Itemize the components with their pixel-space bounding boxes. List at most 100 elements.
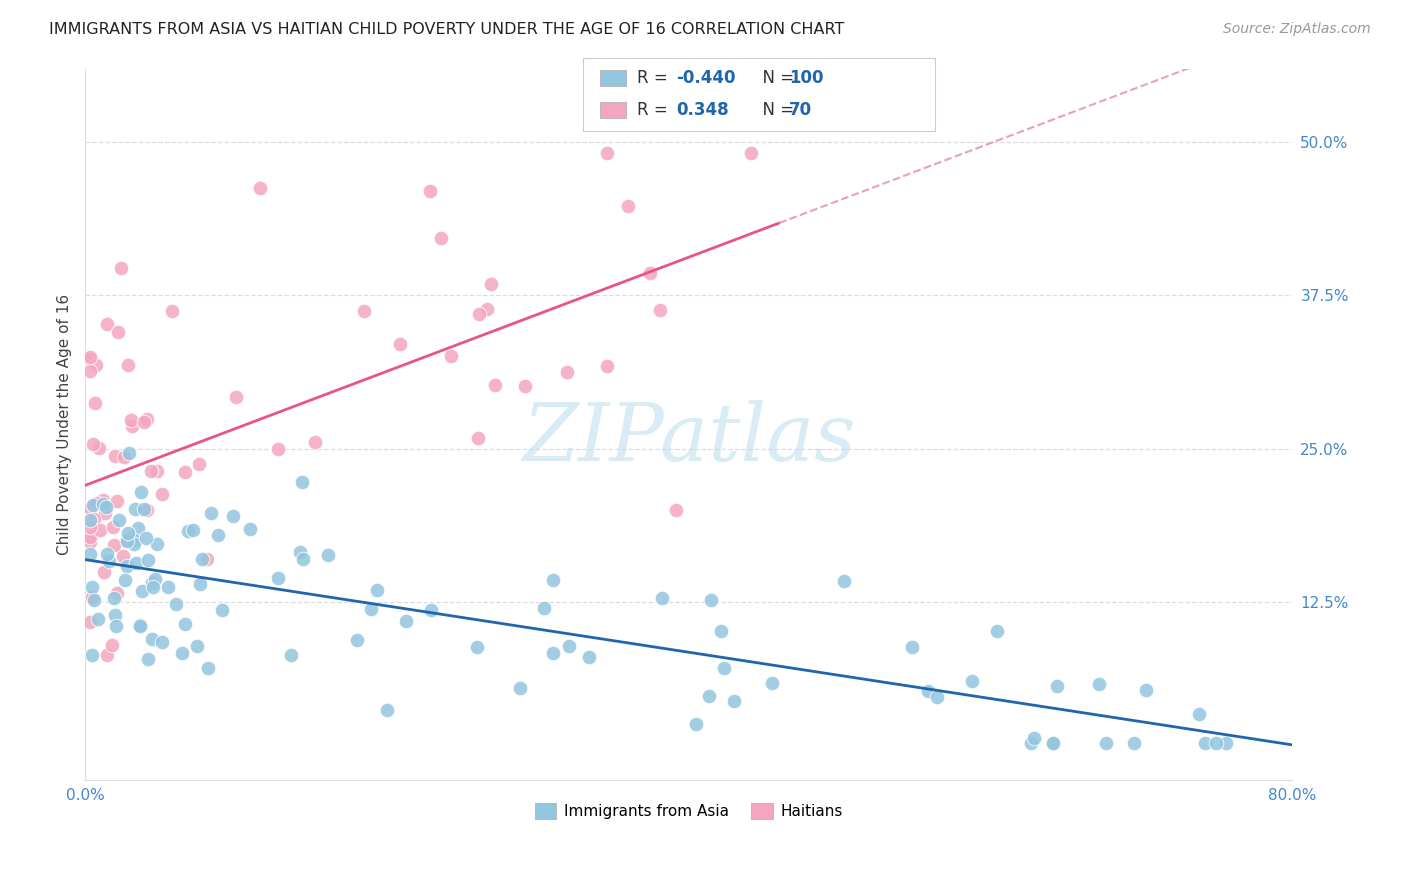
Point xyxy=(207,528,229,542)
Point xyxy=(87,442,110,456)
Text: ZIPatlas: ZIPatlas xyxy=(522,400,855,477)
Point xyxy=(108,513,131,527)
Point xyxy=(1088,677,1111,691)
Point xyxy=(79,352,101,367)
Point xyxy=(555,365,578,379)
Point xyxy=(723,694,745,708)
Point xyxy=(541,646,564,660)
Point xyxy=(82,591,104,605)
Point xyxy=(353,304,375,318)
Point xyxy=(1188,707,1211,722)
Point xyxy=(129,619,152,633)
Point xyxy=(1095,736,1118,750)
Text: 100: 100 xyxy=(789,69,824,87)
Point xyxy=(1135,682,1157,697)
Point xyxy=(134,415,156,429)
Point xyxy=(713,661,735,675)
Point xyxy=(181,523,204,537)
Point xyxy=(105,494,128,508)
Point xyxy=(195,551,218,566)
Point xyxy=(225,390,247,404)
Text: 70: 70 xyxy=(789,101,811,119)
Point xyxy=(103,538,125,552)
Point xyxy=(79,350,101,364)
Point xyxy=(1046,679,1069,693)
Text: Source: ZipAtlas.com: Source: ZipAtlas.com xyxy=(1223,22,1371,37)
Point xyxy=(174,616,197,631)
Point xyxy=(79,615,101,629)
Legend: Immigrants from Asia, Haitians: Immigrants from Asia, Haitians xyxy=(529,797,849,825)
Point xyxy=(651,591,673,605)
Point xyxy=(419,185,441,199)
Point xyxy=(122,533,145,547)
Point xyxy=(375,702,398,716)
Point xyxy=(960,673,983,688)
Point xyxy=(267,442,290,457)
Point xyxy=(190,552,212,566)
Point xyxy=(115,533,138,548)
Point xyxy=(346,633,368,648)
Point xyxy=(136,651,159,665)
Point xyxy=(280,648,302,663)
Point xyxy=(131,584,153,599)
Point xyxy=(467,640,489,654)
Point xyxy=(395,614,418,628)
Point xyxy=(211,603,233,617)
Point xyxy=(533,600,555,615)
Point xyxy=(94,507,117,521)
Point xyxy=(596,146,619,161)
Point xyxy=(135,412,157,426)
Point xyxy=(700,593,723,607)
Text: R =: R = xyxy=(637,101,678,119)
Point xyxy=(79,501,101,516)
Point xyxy=(173,465,195,479)
Point xyxy=(83,396,105,410)
Point xyxy=(467,431,489,445)
Point xyxy=(82,498,104,512)
Point xyxy=(146,464,169,478)
Point xyxy=(177,524,200,538)
Point xyxy=(160,303,183,318)
Text: N =: N = xyxy=(752,101,804,119)
Point xyxy=(115,558,138,573)
Point xyxy=(93,497,115,511)
Point xyxy=(121,530,143,544)
Point xyxy=(197,660,219,674)
Point xyxy=(740,145,762,160)
Point xyxy=(80,648,103,662)
Point xyxy=(128,618,150,632)
Point xyxy=(93,566,115,580)
Point xyxy=(986,624,1008,639)
Point xyxy=(141,632,163,646)
Point xyxy=(1042,736,1064,750)
Point xyxy=(832,574,855,588)
Point xyxy=(150,635,173,649)
Point xyxy=(79,513,101,527)
Point xyxy=(83,512,105,526)
Point xyxy=(135,531,157,545)
Point xyxy=(120,413,142,427)
Point xyxy=(105,585,128,599)
Point xyxy=(82,580,104,594)
Point xyxy=(110,261,132,276)
Point xyxy=(117,358,139,372)
Point xyxy=(165,598,187,612)
Point xyxy=(1019,736,1042,750)
Point xyxy=(1123,736,1146,750)
Point xyxy=(101,520,124,534)
Point xyxy=(267,571,290,585)
Point xyxy=(122,537,145,551)
Point xyxy=(101,638,124,652)
Point xyxy=(136,553,159,567)
Point xyxy=(79,530,101,544)
Point xyxy=(141,464,163,478)
Point xyxy=(96,317,118,331)
Point xyxy=(112,549,135,563)
Point xyxy=(901,640,924,654)
Point xyxy=(304,434,326,449)
Point xyxy=(761,675,783,690)
Point xyxy=(925,690,948,704)
Text: 0.348: 0.348 xyxy=(676,101,728,119)
Point xyxy=(239,522,262,536)
Point xyxy=(360,602,382,616)
